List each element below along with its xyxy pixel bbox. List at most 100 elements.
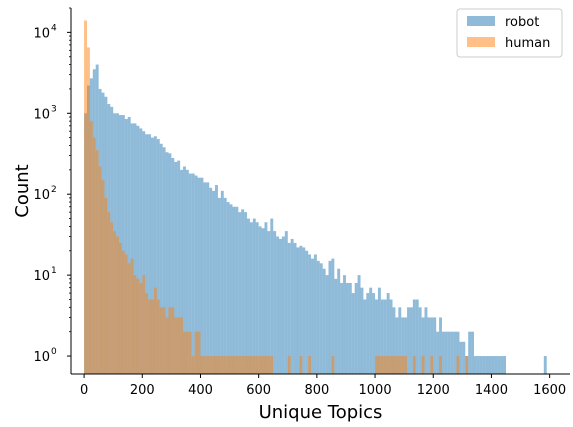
bar-human <box>209 356 212 374</box>
bar-robot <box>212 191 215 374</box>
bar-human <box>224 356 227 374</box>
bar-human <box>390 356 393 374</box>
bar-human <box>299 356 302 374</box>
x-axis-label: Unique Topics <box>259 402 383 423</box>
bar-robot <box>477 356 480 374</box>
bar-robot <box>218 198 221 374</box>
bar-human <box>195 332 198 374</box>
bar-robot <box>468 332 471 374</box>
bar-human <box>395 356 398 374</box>
bar-robot <box>497 356 500 374</box>
bar-robot <box>500 356 503 374</box>
bar-human <box>262 356 265 374</box>
bar-robot <box>491 356 494 374</box>
legend-swatch-human <box>467 37 495 47</box>
bar-human <box>96 150 99 374</box>
bar-robot <box>355 283 358 374</box>
bar-human <box>200 356 203 374</box>
legend-label-robot: robot <box>505 15 539 30</box>
bar-human <box>203 356 206 374</box>
bar-human <box>180 317 183 374</box>
bar-human <box>93 138 96 374</box>
bar-human <box>230 356 233 374</box>
bar-human <box>404 356 407 374</box>
bar-robot <box>273 231 276 374</box>
bar-human <box>99 166 102 374</box>
bar-robot <box>192 174 195 374</box>
bars-layer <box>84 21 547 374</box>
x-tick-label: 1000 <box>359 383 392 398</box>
bar-robot <box>454 332 457 374</box>
legend-swatch-robot <box>467 16 495 26</box>
bar-robot <box>235 207 238 374</box>
bar-robot <box>279 239 282 374</box>
bar-robot <box>343 275 346 374</box>
bar-robot <box>294 243 297 374</box>
bar-human <box>212 356 215 374</box>
bar-robot <box>311 259 314 374</box>
bar-robot <box>323 269 326 374</box>
bar-human <box>107 212 110 374</box>
y-tick-exponent: 0 <box>51 347 57 357</box>
bar-human <box>125 254 128 374</box>
x-tick-label: 600 <box>246 383 271 398</box>
bar-human <box>331 356 334 374</box>
bar-robot <box>270 219 273 374</box>
y-tick-exponent: 2 <box>51 185 57 195</box>
bar-robot <box>346 283 349 374</box>
bar-robot <box>232 207 235 374</box>
bar-robot <box>288 243 291 374</box>
bar-human <box>253 356 256 374</box>
bar-human <box>413 356 416 374</box>
bar-human <box>232 356 235 374</box>
bar-robot <box>314 254 317 374</box>
x-tick-label: 200 <box>130 383 155 398</box>
x-tick-label: 1200 <box>417 383 450 398</box>
bar-robot <box>276 237 279 374</box>
bar-robot <box>483 356 486 374</box>
bar-human <box>189 332 192 374</box>
bar-human <box>247 356 250 374</box>
bar-robot <box>352 293 355 374</box>
bar-human <box>398 356 401 374</box>
bar-human <box>87 47 90 374</box>
bar-human <box>171 307 174 374</box>
bar-robot <box>337 269 340 374</box>
bar-robot <box>363 299 366 374</box>
bar-human <box>192 356 195 374</box>
bar-robot <box>253 219 256 374</box>
bar-robot <box>544 356 547 374</box>
bar-human <box>102 180 105 374</box>
bar-human <box>227 356 230 374</box>
bar-human <box>259 356 262 374</box>
bar-human <box>430 356 433 374</box>
bar-human <box>142 275 145 374</box>
bar-robot <box>317 261 320 374</box>
bar-robot <box>445 332 448 374</box>
bar-robot <box>320 263 323 374</box>
legend: robot human <box>457 9 562 57</box>
bar-robot <box>262 228 265 374</box>
bar-robot <box>203 182 206 374</box>
bar-robot <box>206 182 209 374</box>
bar-human <box>122 251 125 374</box>
bar-robot <box>285 231 288 374</box>
bar-robot <box>503 356 506 374</box>
bar-robot <box>407 307 410 374</box>
bar-robot <box>366 293 369 374</box>
y-tick-label: 10 <box>33 26 50 41</box>
bar-robot <box>416 299 419 374</box>
bar-robot <box>410 307 413 374</box>
bar-human <box>174 317 177 374</box>
bar-robot <box>451 332 454 374</box>
bar-human <box>378 356 381 374</box>
bar-human <box>186 332 189 374</box>
x-tick-label: 400 <box>188 383 213 398</box>
bar-human <box>139 283 142 374</box>
bar-robot <box>329 261 332 374</box>
bar-robot <box>489 356 492 374</box>
bar-robot <box>427 317 430 374</box>
bar-human <box>166 317 169 374</box>
bar-human <box>250 356 253 374</box>
bar-robot <box>448 332 451 374</box>
